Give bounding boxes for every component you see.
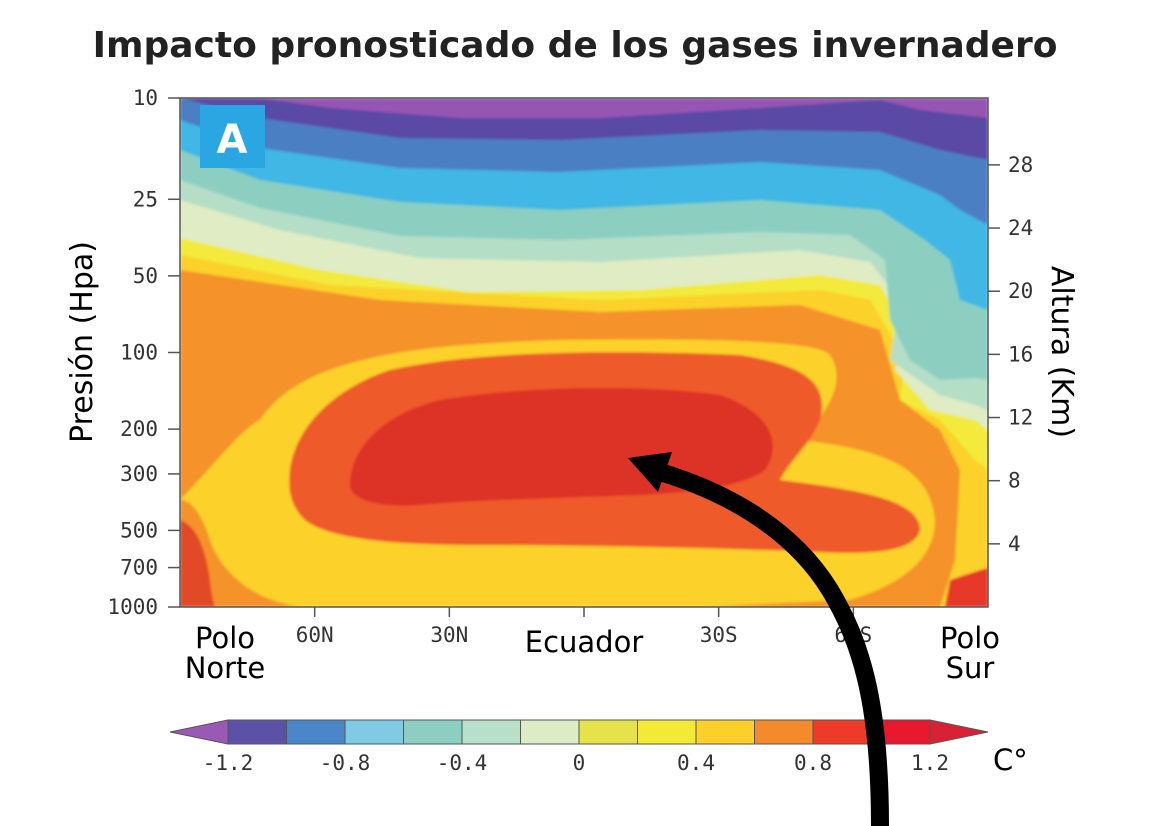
colorbar: -1.2 -0.8 -0.4 0 0.4 0.8 1.2: [169, 719, 989, 775]
colorbar-swatch: [637, 719, 697, 745]
colorbar-swatch: [695, 719, 755, 745]
y-tick-label: 1000: [107, 595, 158, 619]
level-bottom-right: [945, 568, 988, 607]
y2-tick-label: 4: [1008, 532, 1021, 556]
panel-letter: A: [217, 117, 248, 163]
level-bottom-left: [180, 520, 215, 607]
y-tick-label: 50: [133, 264, 158, 288]
colorbar-swatch: [754, 719, 814, 745]
colorbar-low-extend: [169, 719, 229, 745]
level-neg1.2: [260, 98, 988, 118]
y2-tick-label: 28: [1008, 153, 1033, 177]
y-tick-label: 100: [120, 341, 158, 365]
y-tick-label: 500: [120, 518, 158, 542]
colorbar-swatch: [227, 719, 287, 745]
y2-tick-label: 20: [1008, 279, 1033, 303]
x-label: Ecuador: [525, 625, 644, 659]
y-axis-title: Presión (Hpa): [65, 241, 100, 443]
x-label: 30S: [700, 623, 738, 647]
colorbar-swatch: [578, 719, 638, 745]
y2-tick-label: 16: [1008, 342, 1033, 366]
colorbar-high-extend: [929, 719, 989, 745]
colorbar-tick-label: 0.8: [794, 751, 832, 775]
colorbar-swatch: [403, 719, 463, 745]
x-label: Polo: [940, 621, 1000, 655]
colorbar-swatch: [812, 719, 872, 745]
y2-tick-label: 8: [1008, 469, 1021, 493]
colorbar-tick-label: 1.2: [911, 751, 949, 775]
y-tick-label: 700: [120, 556, 158, 580]
colorbar-swatch: [461, 719, 521, 745]
level-neg1.0: [180, 98, 988, 160]
y2-tick-label: 12: [1008, 406, 1033, 430]
panel-badge: [200, 105, 265, 168]
chart-title: Impacto pronosticado de los gases invern…: [93, 25, 1058, 66]
x-label: 60N: [296, 623, 334, 647]
colorbar-tick-label: 0: [573, 751, 586, 775]
x-label: Polo: [195, 621, 255, 655]
y-tick-label: 200: [120, 417, 158, 441]
colorbar-tick-label: -0.4: [437, 751, 488, 775]
colorbar-tick-label: -0.8: [320, 751, 371, 775]
annotation-arrow: [657, 463, 889, 826]
y-tick-label: 25: [133, 187, 158, 211]
colorbar-swatch: [344, 719, 404, 745]
y2-axis-ticks: 28 24 20 16 12 8 4: [988, 153, 1033, 556]
colorbar-swatch: [286, 719, 346, 745]
x-label: 30N: [430, 623, 468, 647]
x-label: Sur: [946, 651, 995, 685]
y-axis-ticks: 10 25 50 100 200 300 500 700 1000: [107, 86, 180, 619]
y-tick-label: 10: [133, 86, 158, 110]
annotation-arrowhead: [628, 452, 672, 492]
heatmap-panel: [180, 98, 988, 607]
colorbar-swatch: [520, 719, 580, 745]
colorbar-unit: C°: [993, 743, 1028, 777]
y2-tick-label: 24: [1008, 216, 1033, 240]
y-tick-label: 300: [120, 462, 158, 486]
x-label: Norte: [185, 651, 266, 685]
colorbar-tick-label: 0.4: [677, 751, 715, 775]
y2-axis-title: Altura (Km): [1044, 266, 1079, 438]
colorbar-tick-label: -1.2: [203, 751, 254, 775]
